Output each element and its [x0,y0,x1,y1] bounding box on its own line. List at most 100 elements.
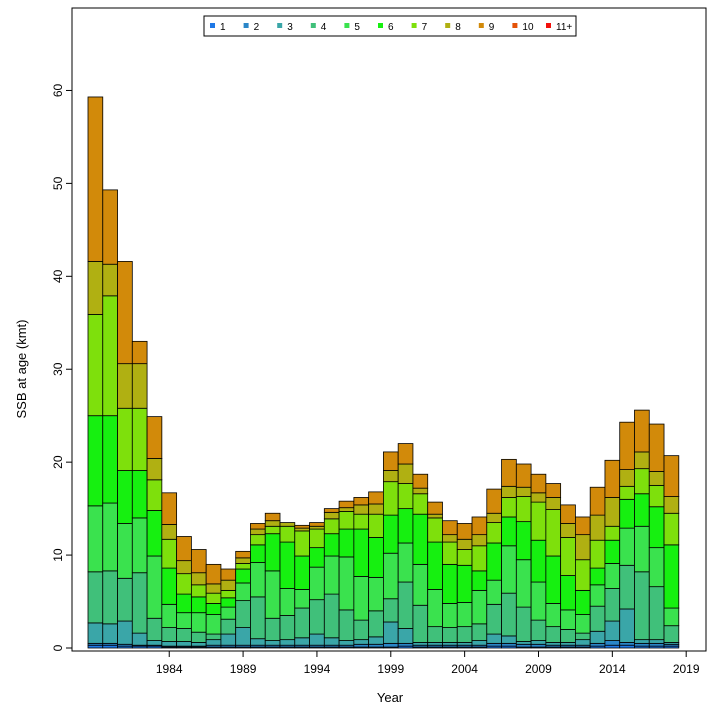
bar-segment-age-7 [117,407,133,471]
bar-segment-age-3 [235,627,251,646]
bar-segment-age-8 [397,463,414,484]
bar-segment-age-7 [589,539,606,569]
bar-segment-age-7 [176,573,192,595]
bar-segment-age-8 [382,470,399,483]
bar-segment-age-4 [87,571,104,624]
bar-segment-age-7 [279,525,296,543]
bar-segment-age-2 [530,643,547,648]
bar-segment-age-2 [515,643,532,648]
bar-segment-age-2 [353,643,370,648]
bar-segment-age-8 [530,492,547,503]
bar-segment-age-5 [117,523,133,579]
bar-segment-age-9 [619,421,635,470]
bars-group [87,96,680,649]
bar-segment-age-9 [545,483,562,498]
bar-segment-age-3 [279,639,296,646]
bar-segment-age-4 [589,605,606,632]
legend-label-11plus: 11+ [556,22,572,33]
bar-segment-age-9 [220,568,237,581]
bar-segment-age-3 [589,630,606,644]
bar-segment-age-3 [530,640,547,645]
bar-segment-age-2 [397,642,414,647]
bar-segment-age-5 [486,579,502,605]
bar-segment-age-5 [501,545,517,594]
bar-segment-age-7 [309,528,325,549]
bar-segment-age-3 [412,642,429,646]
bar-segment-age-4 [456,626,473,643]
bar-segment-age-6 [604,539,621,564]
bar-segment-age-5 [442,603,458,628]
bar-segment-age-4 [412,604,429,643]
bar-segment-age-7 [545,509,562,557]
bar-segment-age-6 [486,542,502,581]
bar-segment-age-6 [575,589,591,615]
bar-segment-age-9 [176,536,192,562]
bar-segment-age-2 [589,642,606,647]
bar-segment-age-9 [87,96,104,262]
bar-segment-age-7 [190,584,207,598]
bar-segment-age-8 [456,538,473,550]
bar-segment-age-4 [397,581,414,629]
bar-segment-age-7 [427,517,443,543]
bar-segment-age-8 [176,560,192,575]
bar-segment-age-2 [648,642,665,647]
y-axis: 0 10 20 30 40 50 60 [51,83,72,651]
bar-segment-age-9 [323,508,340,513]
bar-segment-age-8 [235,557,251,564]
bar-segment-age-4 [545,626,562,643]
legend-swatch-11plus [546,23,551,28]
bar-segment-age-6 [382,514,399,554]
bar-segment-age-9 [102,189,118,265]
bar-segment-age-8 [250,528,266,536]
bar-segment-age-4 [279,615,296,641]
bar-segment-age-3 [131,632,148,646]
y-tick-label: 10 [51,548,65,562]
bar-segment-age-7 [338,510,355,530]
bar-segment-age-8 [663,496,680,514]
legend-label-4: 4 [321,22,327,33]
bar-segment-age-4 [190,631,207,643]
bar-segment-age-8 [117,363,133,409]
bar-segment-age-6 [442,563,458,604]
bar-segment-age-8 [205,583,222,594]
legend-swatch-4 [310,23,316,28]
bar-segment-age-6 [161,567,178,605]
bar-segment-age-5 [604,563,621,589]
bar-segment-age-5 [634,525,650,573]
bar-segment-age-4 [471,623,488,641]
bar-segment-age-7 [560,537,576,576]
bar-segment-age-4 [427,626,443,643]
bar-segment-age-6 [530,539,547,583]
bar-segment-age-5 [131,517,148,574]
bar-segment-age-7 [663,512,680,546]
bar-segment-age-3 [634,639,650,644]
bar-segment-age-7 [515,496,532,523]
bar-segment-age-4 [176,628,192,642]
bar-segment-age-5 [323,555,340,595]
legend-swatch-7 [411,23,417,28]
x-axis-label: Year [377,690,404,705]
bar-segment-age-8 [279,522,296,527]
legend-label-3: 3 [287,22,293,33]
bar-segment-age-7 [575,559,591,591]
bar-segment-age-3 [309,633,325,646]
bar-segment-age-1 [604,644,621,649]
bar-segment-age-6 [663,544,680,609]
bar-segment-age-8 [471,534,488,547]
bar-segment-age-3 [648,639,665,644]
bar-segment-age-6 [427,541,443,590]
bar-segment-age-6 [619,498,635,529]
x-tick-label: 1989 [230,662,257,676]
bar-segment-age-6 [397,508,414,544]
bar-segment-age-4 [604,588,621,622]
bar-segment-age-9 [530,473,547,494]
bar-segment-age-7 [648,484,665,508]
bar-segment-age-7 [235,563,251,570]
bar-segment-age-7 [368,513,384,538]
bar-segment-age-5 [575,614,591,634]
bar-segment-age-8 [515,486,532,497]
bar-segment-age-5 [294,589,310,609]
bar-segment-age-2 [486,642,502,647]
bar-segment-age-4 [250,596,266,640]
bar-segment-age-9 [131,340,148,365]
